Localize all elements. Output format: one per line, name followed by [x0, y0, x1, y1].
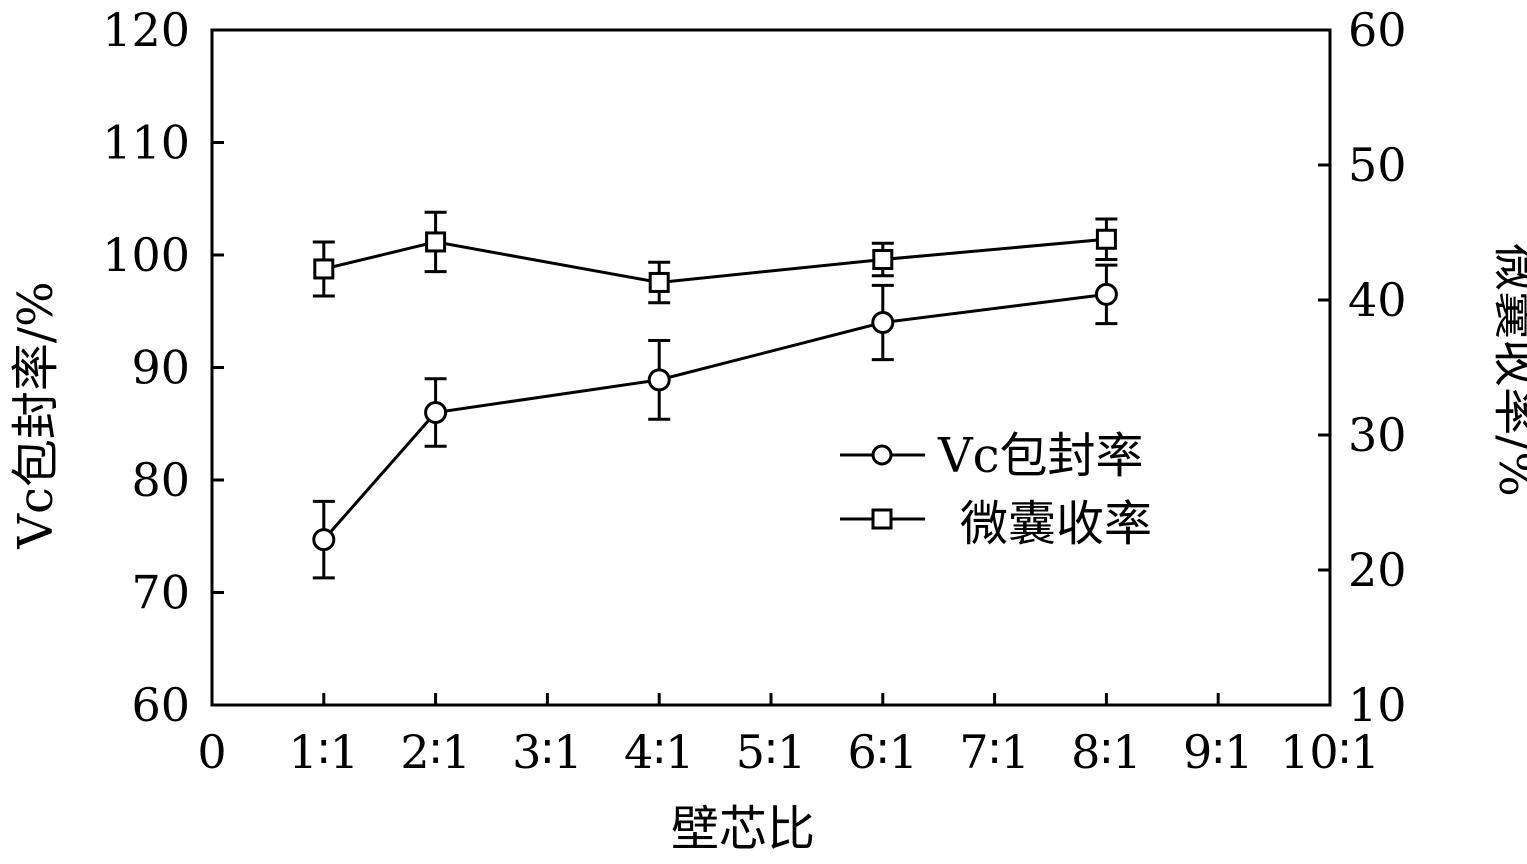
y-right-axis-title: 微囊收率/%	[1488, 243, 1527, 497]
x-tick-label: 2∶1	[400, 725, 471, 779]
y-left-axis-ticks: 60 70 80 90 100 110 120	[102, 3, 224, 732]
y-left-tick-label: 120	[102, 3, 190, 57]
x-tick-label: 0	[197, 725, 226, 779]
y-left-tick-label: 80	[131, 453, 190, 507]
y-right-tick-label: 10	[1348, 678, 1407, 732]
data-point-square	[872, 249, 894, 270]
x-tick-label: 4∶1	[624, 725, 695, 779]
legend-label-series-2: 微囊收率	[960, 496, 1152, 552]
y-right-tick-label: 20	[1348, 543, 1407, 597]
y-right-tick-label: 60	[1348, 3, 1407, 57]
series-layer	[312, 210, 1118, 580]
data-point-square	[648, 271, 670, 293]
legend-square-marker	[871, 508, 893, 530]
legend-label-series-1: Vc包封率	[937, 428, 1144, 484]
y-left-tick-label: 90	[131, 341, 190, 395]
plot-frame	[210, 28, 1332, 707]
legend-circle-marker	[871, 444, 893, 466]
data-point-circle	[424, 401, 448, 424]
y-left-tick-label: 100	[102, 228, 190, 282]
x-axis-ticks: 0 1∶1 2∶1 3∶1 4∶1 5∶1 6∶1 7∶1 8∶1 9∶1 10∶1	[197, 693, 1380, 779]
y-left-axis-title: Vc包封率/%	[8, 281, 64, 549]
x-axis-title: 壁芯比	[671, 801, 815, 857]
y-left-tick-label: 60	[131, 678, 190, 732]
series-1	[312, 263, 1118, 580]
data-point-circle	[1094, 282, 1118, 306]
x-tick-label: 5∶1	[736, 725, 807, 779]
axes	[210, 28, 1332, 707]
data-point-circle	[871, 311, 895, 334]
x-tick-label: 6∶1	[848, 725, 919, 779]
y-right-axis-ticks: 10 20 30 40 50 60	[1318, 3, 1407, 732]
legend-item-series-2: 微囊收率	[840, 496, 1152, 552]
legend: Vc包封率 微囊收率	[840, 428, 1152, 552]
series-2	[312, 210, 1118, 305]
data-point-square	[1095, 228, 1117, 250]
x-tick-label: 8∶1	[1071, 725, 1142, 779]
data-point-square	[425, 231, 447, 253]
x-tick-label: 1∶1	[289, 725, 360, 779]
data-point-circle	[647, 368, 671, 392]
legend-item-series-1: Vc包封率	[840, 428, 1144, 484]
x-tick-label: 9∶1	[1183, 725, 1254, 779]
x-tick-label: 3∶1	[512, 725, 583, 779]
data-point-square	[313, 258, 335, 280]
y-right-tick-label: 30	[1348, 408, 1407, 462]
y-right-tick-label: 40	[1348, 273, 1407, 327]
y-left-tick-label: 110	[102, 116, 190, 170]
data-point-circle	[312, 528, 336, 552]
y-left-tick-label: 70	[131, 566, 190, 620]
y-right-tick-label: 50	[1348, 138, 1407, 192]
x-tick-label: 10∶1	[1280, 725, 1380, 779]
x-tick-label: 7∶1	[959, 725, 1030, 779]
